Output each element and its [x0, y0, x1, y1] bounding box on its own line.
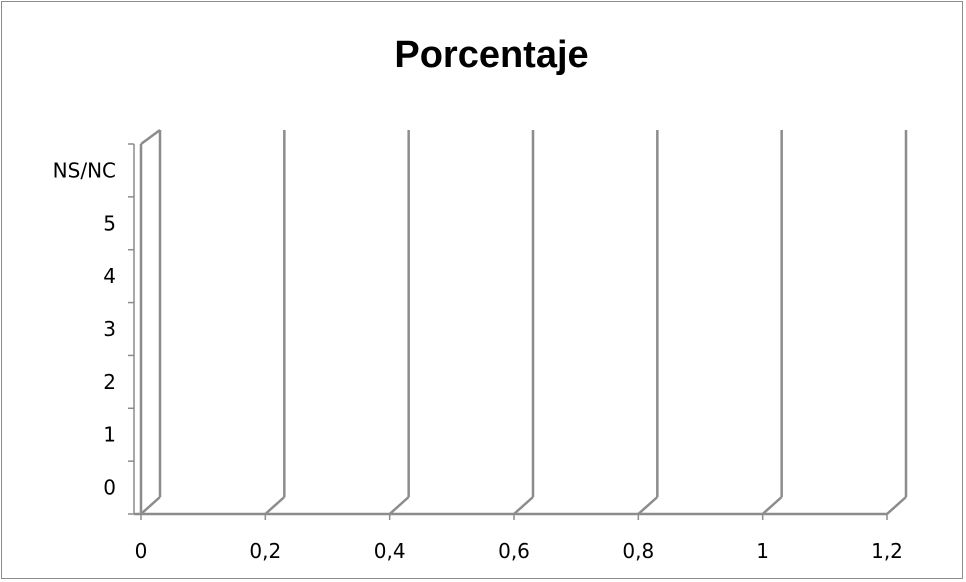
x-tick-label: 0,4 — [374, 539, 406, 563]
y-tick-label: 1 — [103, 423, 116, 447]
floor-gridline — [264, 496, 286, 515]
floor-gridline — [388, 496, 410, 515]
y-tick-label: 5 — [103, 211, 116, 235]
x-tick-label: 0,8 — [622, 539, 654, 563]
y-tick-label: 4 — [103, 264, 116, 288]
floor-gridline — [637, 496, 659, 515]
x-tick-label: 1 — [756, 539, 769, 563]
x-tick-label: 1,2 — [871, 539, 903, 563]
y-tick-label: NS/NC — [53, 158, 116, 182]
y-tick-label: 2 — [103, 370, 116, 394]
floor-gridline — [761, 496, 783, 515]
chart-title: Porcentaje — [394, 34, 589, 76]
floor-gridline — [513, 496, 534, 515]
x-tick-label: 0,6 — [498, 539, 530, 563]
side-wall-top — [140, 128, 161, 146]
y-tick-label: 3 — [103, 317, 116, 341]
x-tick-label: 0,2 — [249, 539, 281, 563]
floor-gridline — [886, 496, 907, 515]
floor-gridline — [140, 496, 161, 515]
x-tick-label: 0 — [135, 539, 148, 563]
y-tick-label: 0 — [103, 476, 116, 500]
